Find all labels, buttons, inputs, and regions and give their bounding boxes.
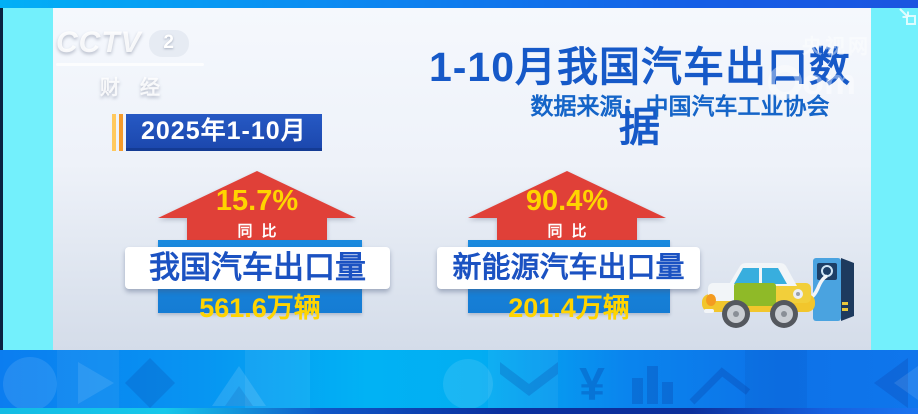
- left-dark-edge: [0, 8, 3, 350]
- bar-chart-icon: [632, 378, 643, 404]
- pip-resize-icon[interactable]: [897, 6, 918, 27]
- growth-percent: 15.7%: [215, 185, 299, 217]
- triangle-right-icon: [78, 362, 114, 404]
- left-cyan-strip: [3, 8, 53, 350]
- badge-accent-bar: [119, 114, 123, 151]
- circle-shape: [3, 357, 57, 411]
- car-bumper-trim: [704, 309, 714, 313]
- chevron-left-icon: [894, 366, 918, 400]
- stat-value: 201.4万辆: [508, 293, 630, 323]
- car-wheel-center: [781, 311, 787, 317]
- growth-label: 同比: [547, 223, 596, 240]
- car-headlight: [706, 294, 716, 306]
- car-door-panel: [734, 283, 776, 306]
- channel-logo: CCTV 2 财经: [56, 26, 204, 100]
- charger-screen: [817, 263, 837, 280]
- chevron-left-icon: [874, 358, 908, 408]
- channel-number-badge: 2: [148, 29, 189, 57]
- diamond-icon: [125, 358, 175, 408]
- stat-label: 我国汽车出口量: [125, 247, 390, 289]
- right-cyan-strip: [871, 8, 918, 350]
- period-badge: 2025年1-10月: [112, 114, 322, 151]
- up-arrow-icon: [468, 171, 666, 244]
- car-front-panel: [708, 283, 740, 301]
- growth-label: 同比: [237, 223, 286, 240]
- charger-side: [841, 258, 854, 321]
- period-badge-label: 2025年1-10月: [126, 114, 322, 151]
- stat-value: 561.6万辆: [199, 293, 321, 323]
- ev-car-charging-illustration: [702, 258, 854, 328]
- channel-logo-text: CCTV: [56, 26, 142, 59]
- car-rear-panel: [772, 283, 811, 303]
- growth-percent: 90.4%: [525, 185, 609, 217]
- mountain-inner-icon: [225, 386, 253, 406]
- car-window-pillar: [759, 268, 762, 284]
- footer-pattern: ¥: [3, 350, 918, 414]
- watermark-text: om: [802, 61, 856, 102]
- bar-chart-icon: [662, 382, 673, 404]
- mountain-icon: [212, 366, 266, 406]
- watermark: 央视网 om: [768, 30, 918, 103]
- yen-icon: ¥: [579, 358, 605, 410]
- stat-label: 新能源汽车出口量: [437, 247, 700, 289]
- car-wheel-center: [733, 311, 739, 317]
- trend-line-icon: [689, 367, 751, 405]
- bottom-border-strip: [0, 408, 918, 414]
- watermark-logo-icon: [768, 65, 802, 99]
- channel-logo-underline: [56, 63, 204, 66]
- footer-band: [0, 350, 918, 414]
- footer-tile: [745, 350, 807, 414]
- footer-tile: [488, 350, 558, 414]
- badge-accent-bar: [112, 114, 116, 151]
- charge-port-pin: [796, 292, 800, 296]
- charger-light: [842, 308, 848, 311]
- footer-tile: [245, 350, 310, 414]
- circle-shape: [443, 359, 493, 409]
- footer-tile: [57, 350, 119, 414]
- channel-caption: 财经: [100, 77, 180, 99]
- charger-light: [842, 302, 848, 305]
- watermark-site: 央视网: [802, 36, 871, 58]
- top-border-strip: [0, 0, 918, 8]
- bar-chart-icon: [647, 366, 658, 404]
- chevron-down-icon: [500, 362, 558, 396]
- up-arrow-icon: [158, 171, 356, 244]
